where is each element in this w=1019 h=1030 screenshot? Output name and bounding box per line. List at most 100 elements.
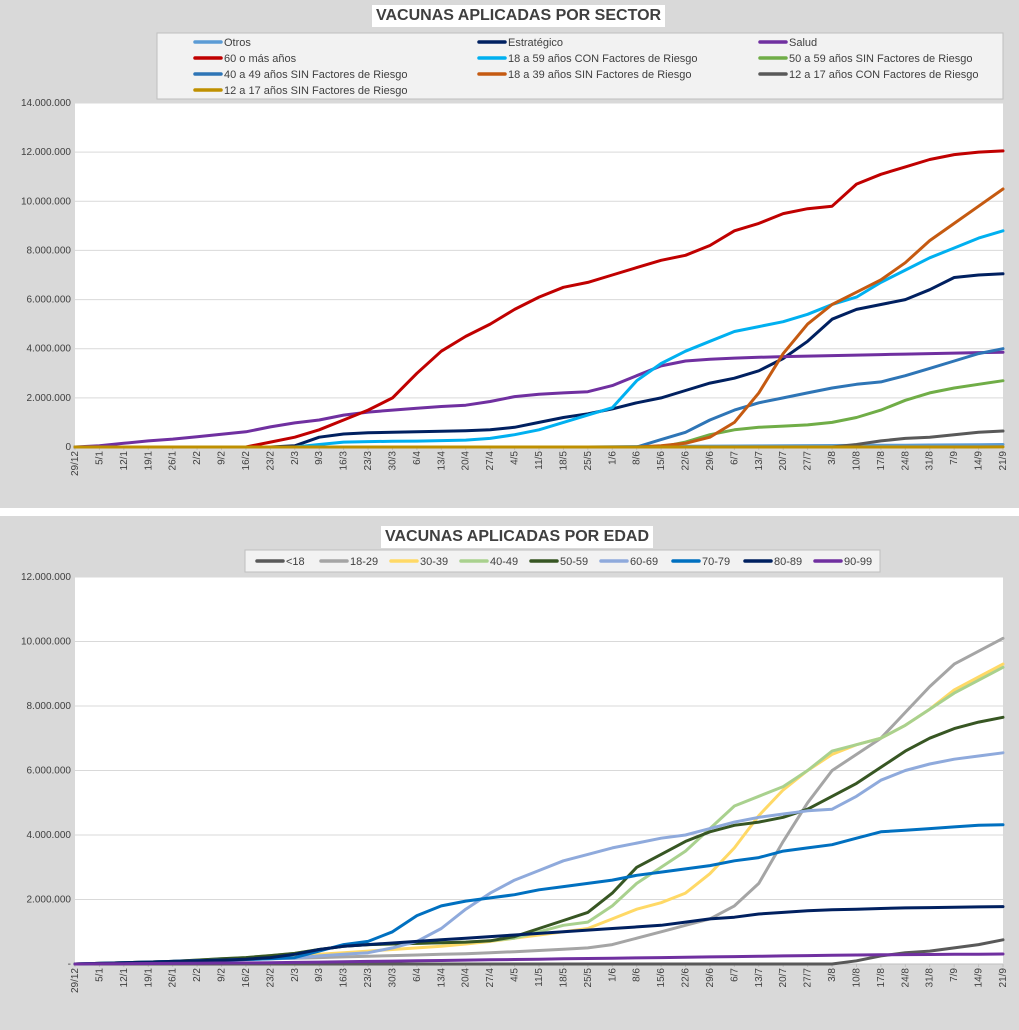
x-tick-label: 22/6 bbox=[681, 451, 692, 471]
x-tick-label: 20/4 bbox=[461, 451, 472, 471]
x-tick-label: 9/3 bbox=[314, 968, 325, 982]
x-tick-label: 18/5 bbox=[558, 968, 569, 988]
x-tick-label: 8/6 bbox=[632, 451, 643, 465]
y-tick-label: 12.000.000 bbox=[21, 572, 71, 583]
x-tick-label: 3/8 bbox=[827, 968, 838, 982]
x-tick-label: 10/8 bbox=[851, 968, 862, 988]
x-tick-label: 25/5 bbox=[583, 451, 594, 471]
x-tick-label: 20/7 bbox=[778, 451, 789, 471]
x-tick-label: 11/5 bbox=[534, 968, 545, 987]
legend-label: 12 a 17 años CON Factores de Riesgo bbox=[789, 69, 979, 81]
y-tick-label: 0 bbox=[65, 442, 71, 453]
x-tick-label: 26/1 bbox=[168, 968, 179, 988]
legend-label: 18 a 59 años CON Factores de Riesgo bbox=[508, 53, 698, 65]
legend-label: 50-59 bbox=[560, 556, 588, 568]
y-tick-label: 2.000.000 bbox=[27, 895, 72, 906]
y-tick-label: 12.000.000 bbox=[21, 147, 71, 158]
legend-box-1 bbox=[244, 549, 881, 573]
x-tick-label: 2/2 bbox=[192, 968, 203, 982]
x-tick-label: 2/2 bbox=[192, 451, 203, 465]
chart-sector-svg: 0 2.000.000 4.000.000 6.000.000 8.000.000 10.… bbox=[21, 32, 1009, 476]
x-tick-label: 23/2 bbox=[265, 968, 276, 988]
legend-label: <18 bbox=[286, 556, 305, 568]
x-tick-label: 9/2 bbox=[217, 451, 228, 465]
x-tick-label: 25/5 bbox=[583, 968, 594, 988]
x-tick-label: 30/3 bbox=[387, 968, 398, 988]
legend-label: 70-79 bbox=[702, 556, 730, 568]
x-tick-label: 17/8 bbox=[876, 968, 887, 988]
legend-label: 80-89 bbox=[774, 556, 802, 568]
legend-label: 40 a 49 años SIN Factores de Riesgo bbox=[224, 69, 407, 81]
x-tick-label: 6/4 bbox=[412, 968, 423, 982]
x-tick-label: 23/2 bbox=[265, 451, 276, 471]
x-tick-label: 4/5 bbox=[510, 968, 521, 982]
x-tick-label: 6/7 bbox=[729, 451, 740, 465]
chart-age-svg: - 2.000.000 4.000.000 6.000.000 8.000.000 10.… bbox=[21, 549, 1009, 993]
x-tick-label: 16/2 bbox=[241, 968, 252, 988]
x-tick-label: 8/6 bbox=[632, 968, 643, 982]
x-tick-label: 19/1 bbox=[143, 451, 154, 471]
legend-label: 50 a 59 años SIN Factores de Riesgo bbox=[789, 53, 972, 65]
chart-age-panel: VACUNAS APLICADAS POR EDAD - 2.000.000 4.0… bbox=[0, 516, 1019, 1030]
y-tick-label: 8.000.000 bbox=[27, 245, 72, 256]
y-tick-label: 4.000.000 bbox=[27, 830, 72, 841]
x-tick-label: 1/6 bbox=[607, 968, 618, 982]
x-tick-label: 13/7 bbox=[754, 451, 765, 471]
y-tick-label: 10.000.000 bbox=[21, 637, 71, 648]
x-tick-label: 27/4 bbox=[485, 451, 496, 471]
x-tick-label: 27/7 bbox=[803, 451, 814, 471]
x-tick-label: 31/8 bbox=[925, 968, 936, 988]
chart-sector-title: VACUNAS APLICADAS POR SECTOR bbox=[372, 5, 666, 27]
x-tick-label: 14/9 bbox=[974, 451, 985, 471]
y-tick-label: 4.000.000 bbox=[27, 344, 72, 355]
x-tick-label: 15/6 bbox=[656, 451, 667, 471]
y-tick-label: - bbox=[68, 959, 71, 970]
series-line-1-8 bbox=[73, 952, 1005, 966]
x-tick-label: 12/1 bbox=[119, 968, 130, 988]
chart-sector-panel: VACUNAS APLICADAS POR SECTOR 0 2.000.000 4… bbox=[0, 0, 1019, 508]
x-tick-label: 13/7 bbox=[754, 968, 765, 988]
x-tick-label: 11/5 bbox=[534, 451, 545, 470]
x-tick-label: 5/1 bbox=[94, 451, 105, 465]
x-tick-label: 20/7 bbox=[778, 968, 789, 988]
series-line-0-2 bbox=[73, 350, 1005, 449]
x-tick-label: 20/4 bbox=[461, 968, 472, 988]
x-tick-label: 10/8 bbox=[851, 451, 862, 471]
y-tick-label: 2.000.000 bbox=[27, 393, 72, 404]
y-tick-label: 10.000.000 bbox=[21, 196, 71, 207]
x-tick-label: 5/1 bbox=[94, 968, 105, 982]
x-tick-label: 26/1 bbox=[168, 451, 179, 471]
x-tick-label: 19/1 bbox=[143, 968, 154, 988]
x-tick-label: 9/3 bbox=[314, 451, 325, 465]
chart-age-title: VACUNAS APLICADAS POR EDAD bbox=[381, 526, 654, 548]
legend-label: 60-69 bbox=[630, 556, 658, 568]
x-tick-label: 2/3 bbox=[290, 451, 301, 465]
legend-label: 30-39 bbox=[420, 556, 448, 568]
plot-area-0 bbox=[75, 103, 1003, 447]
x-tick-label: 16/2 bbox=[241, 451, 252, 471]
x-tick-label: 27/7 bbox=[803, 968, 814, 988]
x-tick-label: 21/9 bbox=[998, 968, 1009, 988]
x-tick-label: 23/3 bbox=[363, 968, 374, 988]
legend-label: Otros bbox=[224, 37, 251, 49]
x-tick-label: 1/6 bbox=[607, 451, 618, 465]
series-line-1-7 bbox=[73, 905, 1005, 966]
x-tick-label: 24/8 bbox=[900, 451, 911, 471]
x-tick-label: 21/9 bbox=[998, 451, 1009, 471]
legend-label: Salud bbox=[789, 37, 817, 49]
legend-label: 18 a 39 años SIN Factores de Riesgo bbox=[508, 69, 691, 81]
x-tick-label: 30/3 bbox=[387, 451, 398, 471]
x-tick-label: 29/12 bbox=[70, 968, 81, 993]
x-tick-label: 14/9 bbox=[974, 968, 985, 988]
x-tick-label: 16/3 bbox=[339, 968, 350, 988]
x-tick-label: 17/8 bbox=[876, 451, 887, 471]
legend-label: 18-29 bbox=[350, 556, 378, 568]
y-tick-label: 6.000.000 bbox=[27, 295, 72, 306]
x-tick-label: 29/6 bbox=[705, 451, 716, 471]
x-tick-label: 13/4 bbox=[436, 968, 447, 988]
x-tick-label: 6/4 bbox=[412, 451, 423, 465]
x-tick-label: 22/6 bbox=[681, 968, 692, 988]
y-tick-label: 8.000.000 bbox=[27, 701, 72, 712]
y-tick-label: 6.000.000 bbox=[27, 766, 72, 777]
legend-label: Estratégico bbox=[508, 37, 563, 49]
